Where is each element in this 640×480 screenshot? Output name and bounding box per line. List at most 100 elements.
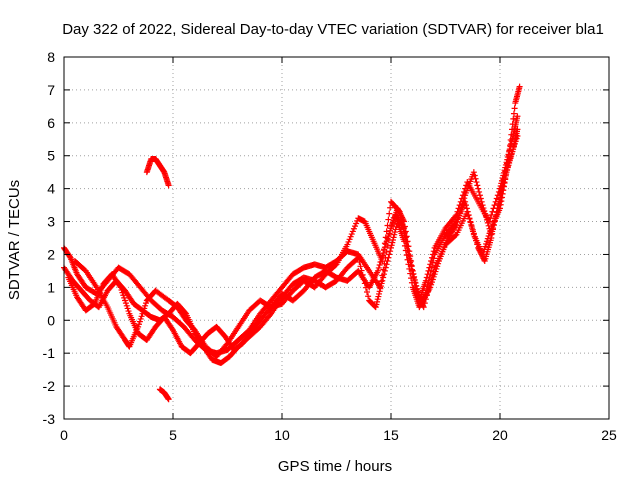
data-point [381,247,388,254]
data-point [428,279,435,286]
data-point [381,267,388,274]
data-point [380,250,387,257]
data-point [410,274,417,281]
data-point [383,238,390,245]
data-point [498,190,505,197]
data-point [514,126,521,133]
data-point [465,212,472,219]
data-point [506,156,513,163]
data-point [507,142,514,149]
data-point [401,225,408,232]
data-point [507,154,514,161]
data-point [364,288,371,295]
data-point [494,208,501,215]
x-tick-label: 15 [383,427,399,443]
data-point [485,222,492,229]
tick-labels: 0 5 10 15 20 25 -3 -2 -1 0 1 2 3 4 5 6 7 8 [43,49,617,443]
data-point [403,238,410,245]
data-point [395,207,402,214]
x-tick-label: 0 [60,427,68,443]
data-point [499,186,506,193]
data-point [375,264,382,271]
data-point [487,215,494,222]
data-point [389,239,396,246]
data-point [466,215,473,222]
data-point [346,236,353,243]
data-point [506,147,513,154]
data-point [408,261,415,268]
data-point [488,211,495,218]
data-point [509,121,516,128]
data-point [405,248,412,255]
data-point [476,188,483,195]
data-point [509,148,516,155]
x-axis-title: GPS time / hours [278,458,392,475]
data-point [412,280,419,287]
data-point [490,221,497,228]
y-tick-label: 1 [47,279,55,295]
data-point [425,267,432,274]
data-point [414,286,421,293]
data-point [430,255,437,262]
data-point [428,263,435,270]
data-point [483,213,490,220]
data-point [121,294,128,301]
data-point [350,225,357,232]
data-point [373,301,380,308]
data-point [467,219,474,226]
data-point [453,221,460,228]
data-point [388,225,394,232]
data-point [482,243,489,250]
data-point [415,291,422,298]
data-point [478,198,485,205]
data-point [511,105,518,112]
data-point [411,277,418,284]
data-point [384,235,391,242]
data-point [495,205,502,212]
data-point [496,202,503,209]
data-point [431,271,438,278]
data-point [475,244,482,251]
data-point [116,283,123,290]
data-point [452,232,459,239]
data-point [511,140,518,147]
data-point [473,237,480,244]
data-point [407,270,414,277]
y-tick-label: 5 [47,148,55,164]
data-point [423,274,430,281]
data-point [516,83,523,90]
data-point [508,131,515,138]
data-point [137,315,144,322]
data-point [432,268,439,275]
data-point [514,113,521,120]
data-point [125,308,132,315]
data-point [514,132,521,139]
data-point [479,252,486,259]
data-point [385,216,392,223]
data-point [136,318,143,325]
data-point [140,308,147,315]
data-point [478,251,485,258]
x-tick-label: 20 [492,427,508,443]
data-point [512,138,519,145]
data-point [165,182,172,189]
data-point [408,266,415,273]
data-point [503,167,510,174]
data-point [352,223,359,230]
data-point [387,204,394,211]
data-point [165,396,172,403]
data-point [396,208,403,215]
data-point [404,243,411,250]
data-point [483,216,490,223]
data-point [457,207,464,214]
data-point [473,179,480,186]
data-point [430,273,437,280]
data-point [470,169,477,176]
data-point [372,304,379,311]
data-point [413,283,420,290]
y-tick-label: 0 [47,312,55,328]
data-point [452,223,459,230]
data-point [142,302,149,309]
data-point [489,228,496,235]
